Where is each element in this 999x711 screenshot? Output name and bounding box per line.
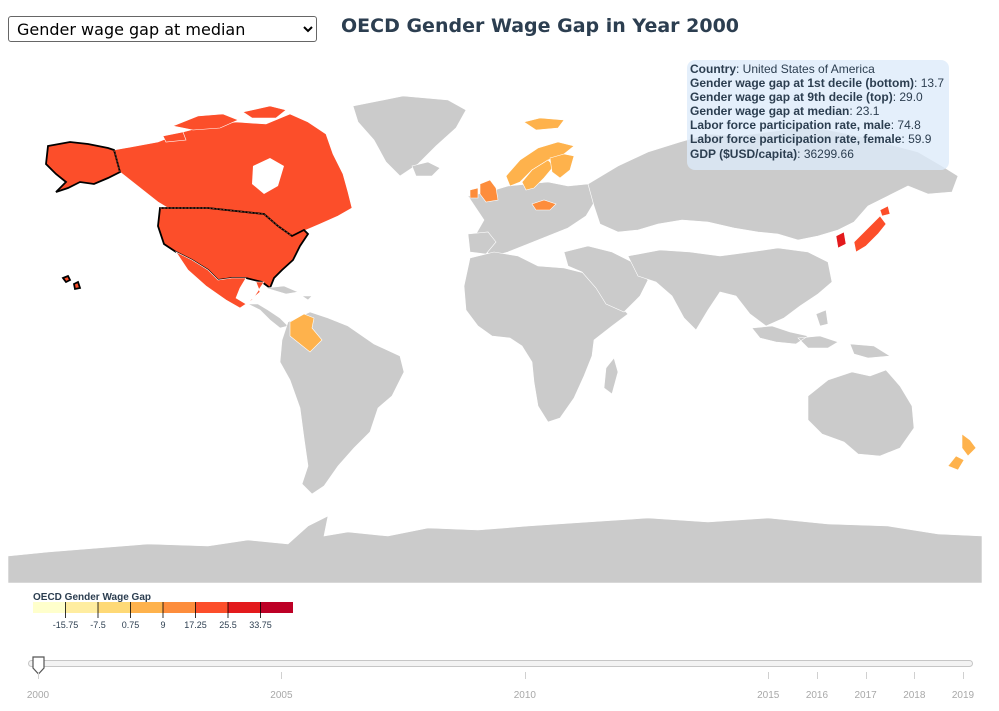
us-canada-border (160, 207, 293, 237)
legend-swatch (195, 602, 228, 613)
country-sweden[interactable] (521, 159, 555, 191)
country-svalbard[interactable] (523, 117, 565, 131)
tooltip-row: Labor force participation rate, female: … (690, 132, 932, 147)
country-colombia[interactable] (289, 313, 323, 353)
slider-handle[interactable] (31, 656, 47, 676)
slider-tick (38, 672, 39, 679)
country-south-korea[interactable] (835, 231, 847, 249)
legend-tick-label: 9 (160, 620, 165, 630)
tooltip-row: Country: United States of America (690, 62, 875, 76)
region-antarctica (8, 515, 982, 583)
legend-swatch (65, 602, 98, 613)
legend-title: OECD Gender Wage Gap (33, 592, 151, 603)
slider-tick-label: 2015 (757, 690, 780, 701)
legend-swatch (228, 602, 261, 613)
country-madagascar[interactable] (603, 357, 619, 395)
slider-tick-label: 2000 (26, 690, 50, 701)
country-finland[interactable] (549, 153, 575, 179)
tooltip-key: Gender wage gap at 1st decile (bottom) (690, 76, 915, 91)
tooltip-key: Labor force participation rate, male (690, 118, 891, 133)
country-tooltip: Country: United States of America Gender… (687, 60, 949, 170)
tooltip-key: Country (690, 62, 736, 76)
region-middle-east[interactable] (563, 245, 649, 313)
region-central-america[interactable] (247, 303, 289, 329)
tooltip-key: Gender wage gap at median (690, 104, 850, 119)
tooltip-value: United States of America (742, 62, 875, 76)
tooltip-row: GDP ($USD/capita): 36299.66 (690, 146, 854, 161)
slider-track[interactable] (28, 660, 973, 667)
page-title: OECD Gender Wage Gap in Year 2000 (341, 15, 740, 37)
tooltip-value: 74.8 (897, 118, 921, 133)
country-australia[interactable] (807, 369, 915, 457)
country-czech-republic[interactable] (531, 199, 557, 211)
country-ireland[interactable] (469, 187, 479, 199)
year-slider[interactable]: 2000 2005 2010 2015 2016 2017 2018 2019 (0, 650, 999, 711)
slider-tick (865, 672, 867, 679)
legend-tick-label: 33.75 (249, 620, 272, 630)
tooltip-value: 29.0 (899, 90, 923, 105)
country-japan[interactable] (853, 205, 891, 253)
country-united-states-hawaii[interactable] (61, 274, 82, 291)
slider-tick-label: 2017 (854, 690, 877, 701)
country-canada-arctic-islands[interactable] (162, 105, 287, 143)
slider-tick-label: 2016 (805, 690, 829, 701)
tooltip-value: 13.7 (920, 76, 945, 91)
slider-tick (281, 672, 283, 679)
legend-swatch (33, 602, 66, 613)
region-africa[interactable] (463, 251, 629, 423)
country-united-kingdom[interactable] (479, 179, 499, 203)
hudson-bay (252, 158, 284, 194)
tooltip-value: 59.9 (908, 132, 932, 147)
slider-tick (963, 672, 964, 679)
country-united-states-alaska[interactable] (45, 141, 122, 193)
slider-tick-label: 2005 (270, 690, 293, 701)
slider-tick (524, 672, 526, 679)
tooltip-value: 36299.66 (803, 146, 854, 161)
legend-tick-label: -7.5 (90, 620, 106, 630)
legend-swatch (98, 602, 131, 613)
legend-tick-label: -15.75 (53, 620, 79, 630)
country-mexico[interactable] (175, 251, 265, 309)
region-south-america[interactable] (279, 311, 405, 495)
slider-tick (914, 672, 916, 679)
country-papua-new-guinea[interactable] (849, 343, 891, 359)
tooltip-key: GDP ($USD/capita) (690, 146, 798, 161)
region-southeast-asia-islands[interactable] (751, 309, 839, 349)
tooltip-row: Gender wage gap at 9th decile (top): 29.… (690, 90, 923, 105)
country-greenland[interactable] (352, 95, 467, 177)
region-caribbean[interactable] (265, 285, 313, 301)
slider-tick (768, 672, 770, 679)
legend-swatch (163, 602, 196, 613)
slider-tick-label: 2010 (513, 690, 536, 701)
legend-tick-label: 25.5 (219, 620, 237, 630)
slider-tick-label: 2018 (903, 690, 926, 701)
tooltip-key: Labor force participation rate, female (690, 132, 902, 147)
tooltip-row: Labor force participation rate, male: 74… (690, 118, 921, 133)
legend-swatch (130, 602, 163, 613)
legend-swatch (260, 602, 293, 613)
tooltip-value: 23.1 (856, 104, 880, 119)
slider-tick (816, 672, 818, 679)
region-iberia[interactable] (467, 231, 497, 255)
region-south-asia[interactable] (627, 247, 833, 331)
tooltip-row: Gender wage gap at 1st decile (bottom): … (690, 76, 945, 91)
us-canada-border-alaska (113, 149, 121, 173)
legend-tick-label: 17.25 (184, 620, 207, 630)
country-new-zealand[interactable] (947, 433, 977, 471)
legend-tick-label: 0.75 (122, 620, 140, 630)
legend-scale: -15.75 -7.5 0.75 9 17.25 25.5 33.75 (33, 602, 293, 630)
metric-select[interactable]: Gender wage gap at median (8, 16, 317, 42)
tooltip-key: Gender wage gap at 9th decile (top) (690, 90, 893, 105)
slider-tick-label: 2019 (951, 690, 975, 701)
tooltip-row: Gender wage gap at median: 23.1 (690, 104, 880, 119)
country-iceland[interactable] (411, 161, 441, 177)
